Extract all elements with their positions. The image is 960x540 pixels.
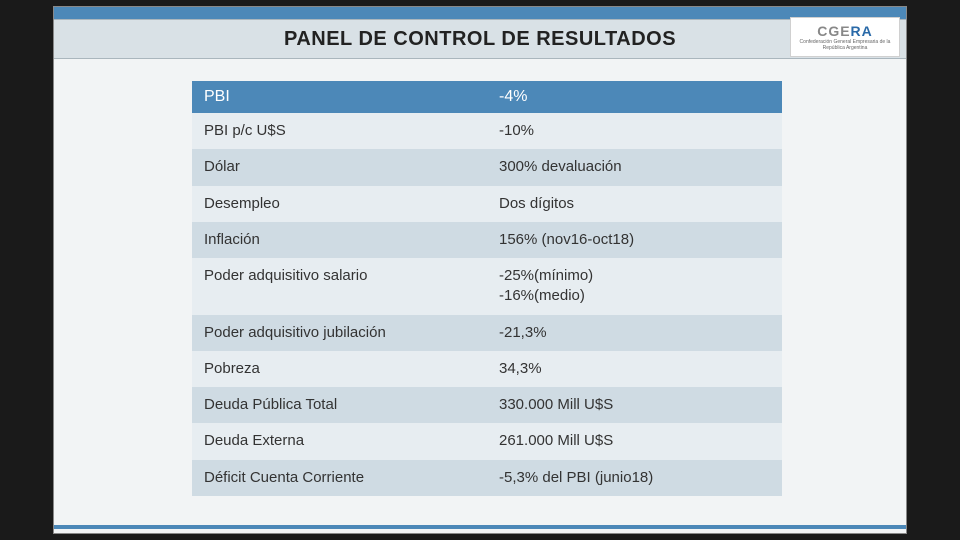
row-label: Dólar <box>192 149 487 185</box>
row-label: Desempleo <box>192 186 487 222</box>
row-value: 34,3% <box>487 351 782 387</box>
table-row: PBI p/c U$S-10% <box>192 113 782 149</box>
table-header-left: PBI <box>192 81 487 113</box>
row-label: Deuda Pública Total <box>192 387 487 423</box>
row-value: 156% (nov16-oct18) <box>487 222 782 258</box>
logo: CGERA Confederación General Empresaria d… <box>790 17 900 57</box>
results-table: PBI -4% PBI p/c U$S-10%Dólar300% devalua… <box>192 81 782 496</box>
header-band: PANEL DE CONTROL DE RESULTADOS <box>54 19 906 59</box>
table-row: Deuda Externa261.000 Mill U$S <box>192 423 782 459</box>
table-row: Pobreza34,3% <box>192 351 782 387</box>
row-label: Poder adquisitivo salario <box>192 258 487 315</box>
row-label: PBI p/c U$S <box>192 113 487 149</box>
table-row: DesempleoDos dígitos <box>192 186 782 222</box>
logo-text-gray: CGE <box>817 23 850 39</box>
table-row: Poder adquisitivo salario-25%(mínimo)-16… <box>192 258 782 315</box>
row-label: Pobreza <box>192 351 487 387</box>
logo-text-blue: RA <box>851 23 873 39</box>
row-value: 261.000 Mill U$S <box>487 423 782 459</box>
row-label: Deuda Externa <box>192 423 487 459</box>
logo-text: CGERA <box>817 23 873 39</box>
table-row: Déficit Cuenta Corriente-5,3% del PBI (j… <box>192 460 782 496</box>
row-value: -10% <box>487 113 782 149</box>
slide-title: PANEL DE CONTROL DE RESULTADOS <box>284 28 676 51</box>
bottom-accent-bar <box>54 525 906 529</box>
table-row: Poder adquisitivo jubilación-21,3% <box>192 315 782 351</box>
logo-subtitle: Confederación General Empresaria de la R… <box>793 40 897 51</box>
row-value: Dos dígitos <box>487 186 782 222</box>
row-value: -5,3% del PBI (junio18) <box>487 460 782 496</box>
table-container: PBI -4% PBI p/c U$S-10%Dólar300% devalua… <box>192 81 782 496</box>
table-row: Dólar300% devaluación <box>192 149 782 185</box>
top-accent-bar <box>54 7 906 19</box>
row-value: 330.000 Mill U$S <box>487 387 782 423</box>
table-row: Inflación156% (nov16-oct18) <box>192 222 782 258</box>
row-value: -25%(mínimo)-16%(medio) <box>487 258 782 315</box>
row-label: Inflación <box>192 222 487 258</box>
table-row: Deuda Pública Total330.000 Mill U$S <box>192 387 782 423</box>
row-value: -21,3% <box>487 315 782 351</box>
slide: PANEL DE CONTROL DE RESULTADOS CGERA Con… <box>53 6 907 534</box>
table-header-row: PBI -4% <box>192 81 782 113</box>
table-header-right: -4% <box>487 81 782 113</box>
row-label: Déficit Cuenta Corriente <box>192 460 487 496</box>
row-value: 300% devaluación <box>487 149 782 185</box>
row-label: Poder adquisitivo jubilación <box>192 315 487 351</box>
